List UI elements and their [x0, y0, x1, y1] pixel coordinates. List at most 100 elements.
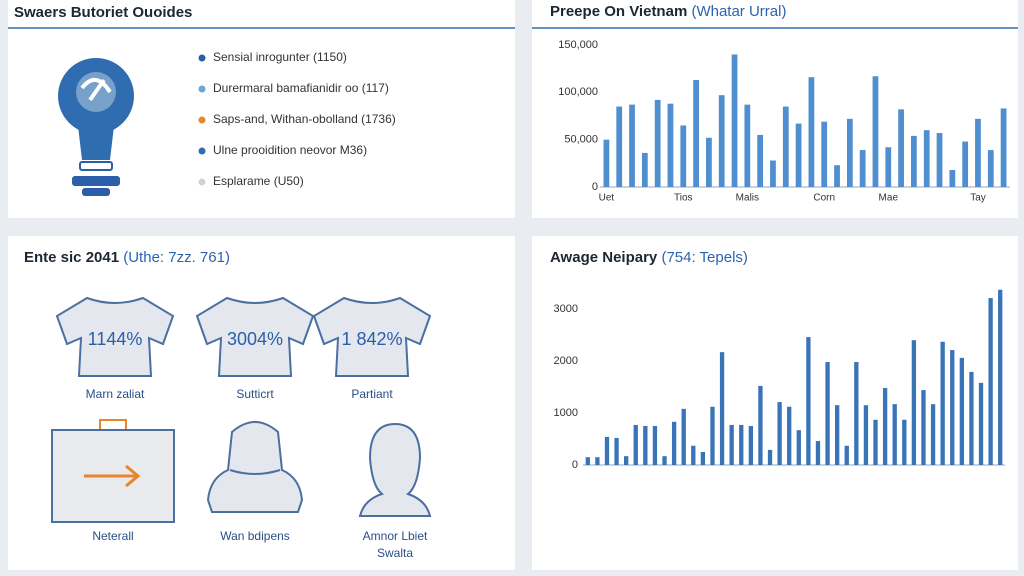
panel-title: Swaers Butoriet Ouoides — [14, 4, 192, 21]
bar — [706, 137, 712, 187]
x-tick-label: Mae — [879, 193, 899, 204]
bar — [940, 341, 945, 465]
bar — [744, 104, 751, 187]
panel — [532, 236, 1018, 570]
y-tick-label: 50,000 — [564, 134, 598, 146]
y-tick-label: 0 — [572, 459, 578, 471]
legend-bullet — [198, 178, 206, 186]
bar — [624, 456, 629, 465]
legend-label: Esplarame (U50) — [213, 174, 304, 188]
bar — [739, 424, 744, 465]
bar — [873, 419, 878, 465]
bar — [978, 382, 984, 465]
bar — [767, 449, 773, 465]
bar — [892, 404, 897, 465]
bar — [921, 390, 926, 465]
bar — [662, 456, 667, 465]
bar — [808, 77, 815, 187]
bar — [654, 99, 661, 187]
bar — [585, 457, 590, 465]
bar — [882, 388, 888, 465]
title-text: Awage Neipary — [550, 249, 658, 266]
person-icon — [358, 422, 432, 517]
bar — [1000, 108, 1007, 187]
x-tick-label: Corn — [813, 193, 835, 204]
chart-title: Preepe On Vietnam (Whatar Urral) — [550, 3, 786, 20]
bar — [633, 424, 638, 465]
legend-label: Durermaral bamafianidir oo (117) — [213, 81, 389, 95]
bar — [885, 147, 892, 187]
icon-caption: Amnor Lbiet — [363, 529, 428, 543]
bar — [595, 457, 600, 465]
x-tick-label: Malis — [736, 193, 759, 204]
bar — [872, 76, 879, 187]
percent-label: 3004% — [227, 329, 283, 349]
title-note: (Whatar Urral) — [691, 3, 786, 20]
bar — [748, 426, 753, 465]
y-tick-label: 2000 — [554, 355, 578, 367]
bar — [652, 426, 658, 465]
bar — [923, 130, 930, 187]
bar — [795, 123, 802, 187]
legend-label: Ulne prooidition neovor M36) — [213, 143, 367, 157]
people-figures: 1144% Marn zaliat 3004% Sutticrt 1 842% Parti… — [56, 297, 431, 560]
bar — [936, 133, 943, 187]
bar — [643, 426, 648, 465]
title-note: (754: Tepels) — [661, 249, 747, 266]
legend-bullet — [198, 147, 206, 155]
legend-bullet — [198, 116, 206, 124]
bar — [671, 421, 677, 465]
icon-caption: Swalta — [377, 546, 413, 560]
bar — [641, 152, 648, 187]
bar — [770, 160, 776, 187]
bar — [796, 430, 801, 465]
bar — [815, 441, 821, 465]
bar — [718, 95, 725, 187]
briefcase-icon — [51, 419, 175, 523]
bar — [902, 419, 907, 465]
x-tick-label: Uet — [599, 193, 615, 204]
bar — [782, 106, 789, 187]
bar — [691, 445, 696, 465]
bar — [719, 352, 725, 465]
bar — [863, 405, 869, 465]
legend-label: Sensial inrogunter (1150) — [213, 50, 347, 64]
chart: Awage Neipary (754: Tepels) 0 1000 2000 3000 — [550, 249, 1005, 471]
title-note: (Uthe: 7zz. 761) — [123, 249, 230, 266]
bar — [846, 118, 853, 187]
y-tick-label: 0 — [592, 181, 598, 193]
y-tick-label: 1000 — [554, 407, 578, 419]
bar — [859, 150, 866, 187]
legend: Sensial inrogunter (1150) Durermaral bama… — [198, 50, 396, 188]
bar — [949, 169, 956, 187]
bar — [806, 337, 811, 465]
bar — [757, 134, 764, 187]
y-tick-label: 100,000 — [558, 86, 598, 98]
bar — [911, 135, 917, 187]
bar — [729, 424, 734, 465]
bar — [998, 289, 1003, 465]
icon-caption: Neterall — [92, 529, 133, 543]
y-tick-label: 3000 — [554, 303, 578, 315]
bar — [710, 406, 715, 465]
bar — [975, 118, 981, 187]
bar — [700, 452, 706, 465]
icon-caption: Wan bdipens — [220, 529, 290, 543]
bar — [930, 404, 936, 465]
bar — [950, 350, 955, 465]
bar — [787, 406, 792, 465]
bar — [680, 125, 687, 187]
legend-bullet — [198, 54, 206, 62]
bar — [616, 106, 623, 187]
figure-caption: Partiant — [351, 387, 393, 401]
bar — [987, 150, 994, 187]
percent-label: 1 842% — [341, 329, 402, 349]
bar — [969, 371, 974, 465]
bar — [667, 103, 674, 187]
bar — [962, 141, 969, 187]
title-text: Ente sic 2041 — [24, 249, 119, 266]
x-tick-label: Tios — [674, 193, 693, 204]
bar — [834, 165, 840, 187]
legend-bullet — [198, 85, 206, 93]
